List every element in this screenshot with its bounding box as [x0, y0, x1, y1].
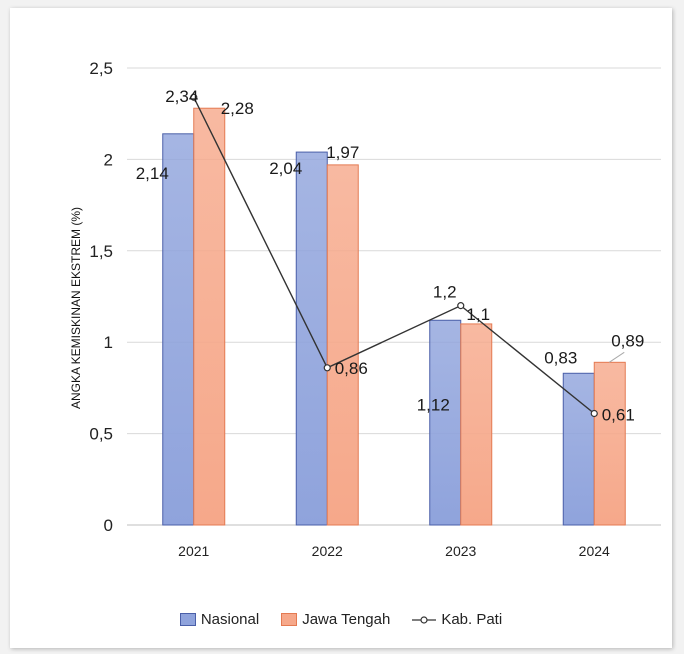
- data-label-kab-pati: 0,61: [602, 405, 635, 424]
- kab-pati-point: [190, 93, 198, 101]
- legend-swatch-nasional: [179, 613, 196, 626]
- data-label-jawa-tengah: 0,89: [611, 331, 644, 350]
- data-label-jawa-tengah: 1,1: [466, 305, 490, 324]
- data-label-nasional: 2,04: [269, 159, 302, 178]
- bar-jawa-tengah: [193, 107, 226, 526]
- x-tick-label: 2022: [312, 543, 343, 559]
- legend-item-kab-pati: Kab. Pati: [412, 611, 502, 628]
- kab-pati-point: [590, 409, 598, 418]
- x-tick-label: 2023: [445, 543, 476, 559]
- bar-nasional: [562, 372, 595, 526]
- y-tick-label: 0: [104, 516, 113, 535]
- x-axis-ticks: 2021 2022 2023 2024: [178, 543, 610, 559]
- bar-nasional: [162, 133, 195, 526]
- bar-nasional: [429, 319, 462, 526]
- bar-jawa-tengah: [460, 323, 493, 526]
- data-label-nasional: 2,14: [136, 164, 169, 183]
- bar-jawa-tengah: [593, 361, 626, 526]
- legend-item-nasional: Nasional: [179, 611, 260, 628]
- data-label-kab-pati: 2,34: [165, 87, 198, 106]
- bars: [162, 107, 626, 526]
- bar-line-chart: 0 0,5 1 1,5 2 2,5 2021 2022 2023 2024 2,14 2,04 1,…: [69, 59, 661, 559]
- legend-label-kab-pati: Kab. Pati: [441, 611, 503, 628]
- y-axis-ticks: 0 0,5 1 1,5 2 2,5: [89, 59, 113, 535]
- kab-pati-line-path: [193, 96, 595, 415]
- kab-pati-point: [457, 302, 465, 310]
- legend: Nasional Jawa Tengah Kab. Pati: [10, 611, 672, 628]
- data-label-nasional: 1,12: [417, 395, 450, 414]
- kab-pati-point: [323, 364, 331, 372]
- y-tick-label: 1,5: [89, 242, 113, 261]
- legend-label-jawa-tengah: Jawa Tengah: [302, 611, 391, 628]
- data-label-jawa-tengah: 1,97: [326, 143, 359, 162]
- y-tick-label: 2,5: [89, 59, 113, 78]
- legend-swatch-jawa-tengah: [281, 613, 298, 626]
- chart-frame: 0 0,5 1 1,5 2 2,5 2021 2022 2023 2024 2,14 2,04 1,…: [10, 8, 672, 648]
- y-tick-label: 1: [104, 333, 113, 352]
- bar-nasional: [295, 151, 328, 526]
- y-tick-label: 2: [104, 150, 113, 169]
- y-tick-label: 0,5: [89, 425, 113, 444]
- legend-item-jawa-tengah: Jawa Tengah: [281, 611, 390, 628]
- data-label-jawa-tengah: 2,28: [221, 99, 254, 118]
- x-tick-label: 2021: [178, 543, 209, 559]
- x-tick-label: 2024: [579, 543, 610, 559]
- label-leader-line: [608, 351, 625, 363]
- legend-label-nasional: Nasional: [200, 611, 260, 628]
- kab-pati-line: [190, 93, 598, 418]
- bar-jawa-tengah: [326, 164, 359, 526]
- data-label-kab-pati: 0,86: [335, 359, 368, 378]
- data-label-kab-pati: 1,2: [433, 283, 457, 302]
- data-label-nasional: 0,83: [544, 348, 577, 367]
- data-labels: 2,14 2,04 1,12 0,83 2,28 1,97 1,1 0,89 2,34 0,86 1…: [136, 87, 645, 424]
- legend-swatch-kab-pati: [412, 615, 437, 624]
- y-axis-label: ANGKA KEMISKINAN EKSTREM (%): [69, 207, 83, 409]
